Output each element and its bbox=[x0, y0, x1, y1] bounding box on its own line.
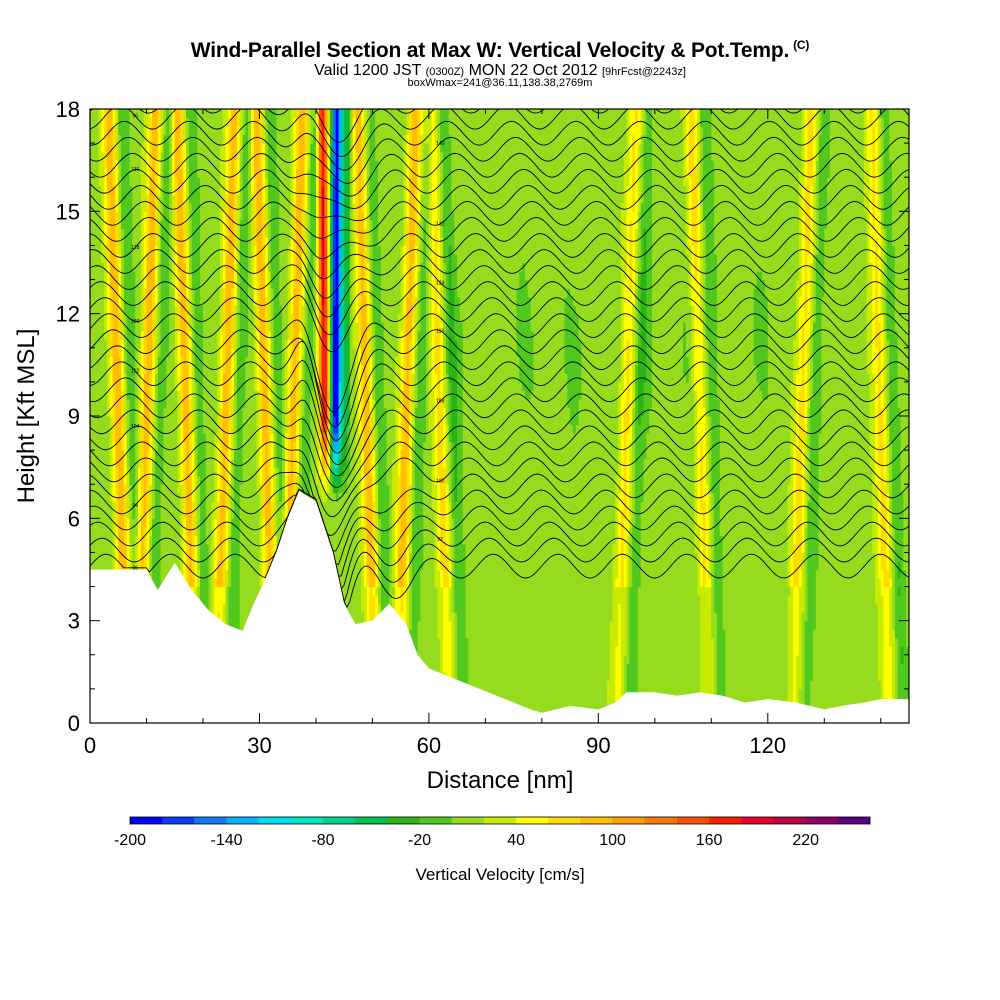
cross-section-chart: 9692941001041081121161201241281321361409… bbox=[0, 0, 1000, 1000]
